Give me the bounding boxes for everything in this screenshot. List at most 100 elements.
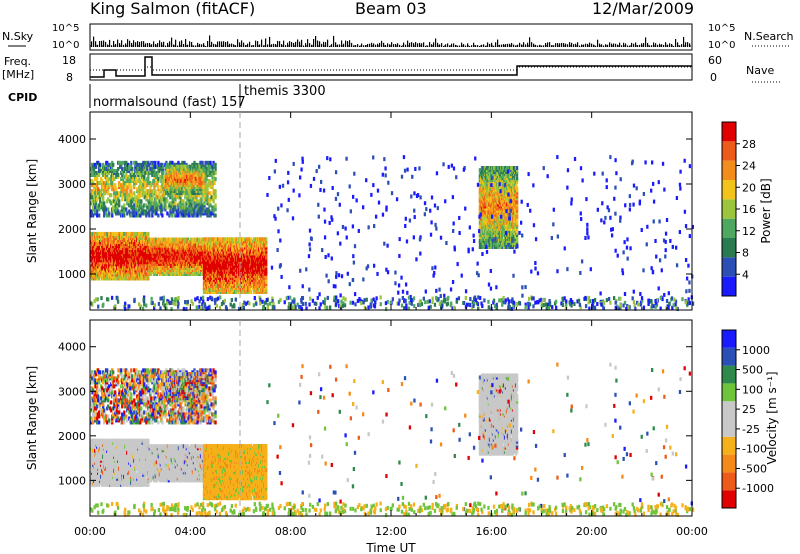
nsky-bar: [163, 41, 165, 47]
power-cell: [131, 274, 134, 279]
power-cell: [165, 267, 169, 272]
power-cell: [94, 209, 97, 214]
power-cell: [184, 243, 188, 248]
power-cell: [121, 264, 124, 269]
nsky-bar: [359, 45, 361, 47]
nsky-bar: [219, 41, 221, 47]
power-cell: [174, 243, 178, 248]
power-cell: [187, 261, 191, 266]
nsky-bar: [613, 43, 615, 47]
freq-strip-frame: [89, 53, 693, 81]
power-cell: [118, 274, 121, 279]
power-cell: [102, 236, 105, 240]
power-cell: [165, 205, 168, 210]
nsky-bar: [193, 45, 195, 47]
power-cell: [178, 255, 182, 260]
nsky-bar: [343, 43, 345, 47]
power-cell: [97, 270, 100, 275]
nsky-bar: [185, 39, 187, 47]
power-cell: [109, 238, 112, 243]
cpid-label: CPID: [8, 91, 37, 104]
power-cell: [140, 238, 143, 243]
power-cell: [142, 160, 145, 165]
nsky-bar: [209, 35, 211, 47]
power-cell: [94, 260, 97, 265]
power-cell: [121, 238, 124, 243]
nsky-bar: [461, 42, 463, 47]
power-cell: [135, 244, 138, 249]
nsky-bar: [117, 39, 119, 47]
nsky-bar: [593, 44, 595, 47]
power-cell: [178, 267, 182, 272]
power-cell: [187, 259, 191, 264]
power-cell: [98, 276, 101, 281]
nsky-bar: [595, 45, 597, 47]
power-cell: [107, 240, 110, 245]
power-cell: [104, 244, 107, 249]
power-cell: [199, 237, 203, 242]
nsky-bar: [167, 42, 169, 47]
power-cell: [143, 260, 146, 265]
power-cell: [195, 243, 199, 248]
power-cell: [118, 231, 121, 236]
power-cell: [117, 272, 120, 277]
power-cell: [128, 164, 131, 169]
power-cell: [150, 183, 153, 188]
power-cell: [129, 246, 132, 251]
nsky-bar: [143, 41, 145, 47]
power-cell: [99, 199, 102, 204]
power-cell: [172, 263, 176, 268]
power-cell: [174, 197, 177, 202]
power-cell: [143, 262, 146, 267]
power-cell: [121, 197, 124, 202]
power-cell: [159, 269, 163, 274]
power-cell: [123, 252, 126, 257]
power-cell: [180, 237, 184, 242]
power-cell: [107, 238, 110, 243]
nsky-bar: [211, 41, 213, 47]
power-cell: [168, 247, 172, 252]
power-cell: [161, 175, 164, 180]
power-cell: [175, 257, 179, 262]
power-cell: [135, 258, 138, 263]
nsky-bar: [181, 40, 183, 47]
power-panel-data: [90, 155, 695, 312]
power-cell: [214, 162, 217, 167]
power-cell: [152, 253, 156, 258]
nsky-bar: [217, 41, 219, 47]
power-cell: [144, 233, 147, 238]
freq-trace: [90, 56, 692, 78]
power-cell: [160, 251, 164, 256]
nsky-bar: [413, 43, 415, 47]
power-cell: [146, 205, 149, 210]
power-cell: [90, 244, 93, 249]
power-cell: [204, 164, 207, 169]
power-cell: [198, 243, 202, 248]
nsky-bar: [521, 44, 523, 47]
power-cell: [96, 197, 99, 202]
power-cell: [117, 240, 120, 245]
nsky-bar: [199, 43, 201, 47]
power-cell: [132, 256, 135, 261]
power-cell: [161, 241, 165, 246]
power-cell: [203, 243, 207, 248]
power-cell: [150, 257, 154, 262]
power-cell: [96, 240, 99, 245]
power-cell: [202, 245, 206, 250]
power-cell: [129, 179, 132, 184]
power-cell: [155, 211, 158, 216]
nsky-bar: [541, 45, 543, 47]
power-cell: [93, 195, 96, 200]
power-cell: [154, 251, 158, 256]
power-cell: [161, 263, 165, 268]
power-cell: [123, 203, 126, 208]
power-cell: [172, 197, 175, 202]
nsky-bar: [629, 45, 631, 47]
power-cell: [143, 244, 146, 249]
power-cell: [102, 242, 105, 247]
power-cell: [203, 287, 207, 292]
power-cell: [98, 213, 101, 218]
power-cell: [250, 290, 253, 294]
power-cell: [93, 166, 96, 171]
power-cell: [126, 246, 129, 251]
